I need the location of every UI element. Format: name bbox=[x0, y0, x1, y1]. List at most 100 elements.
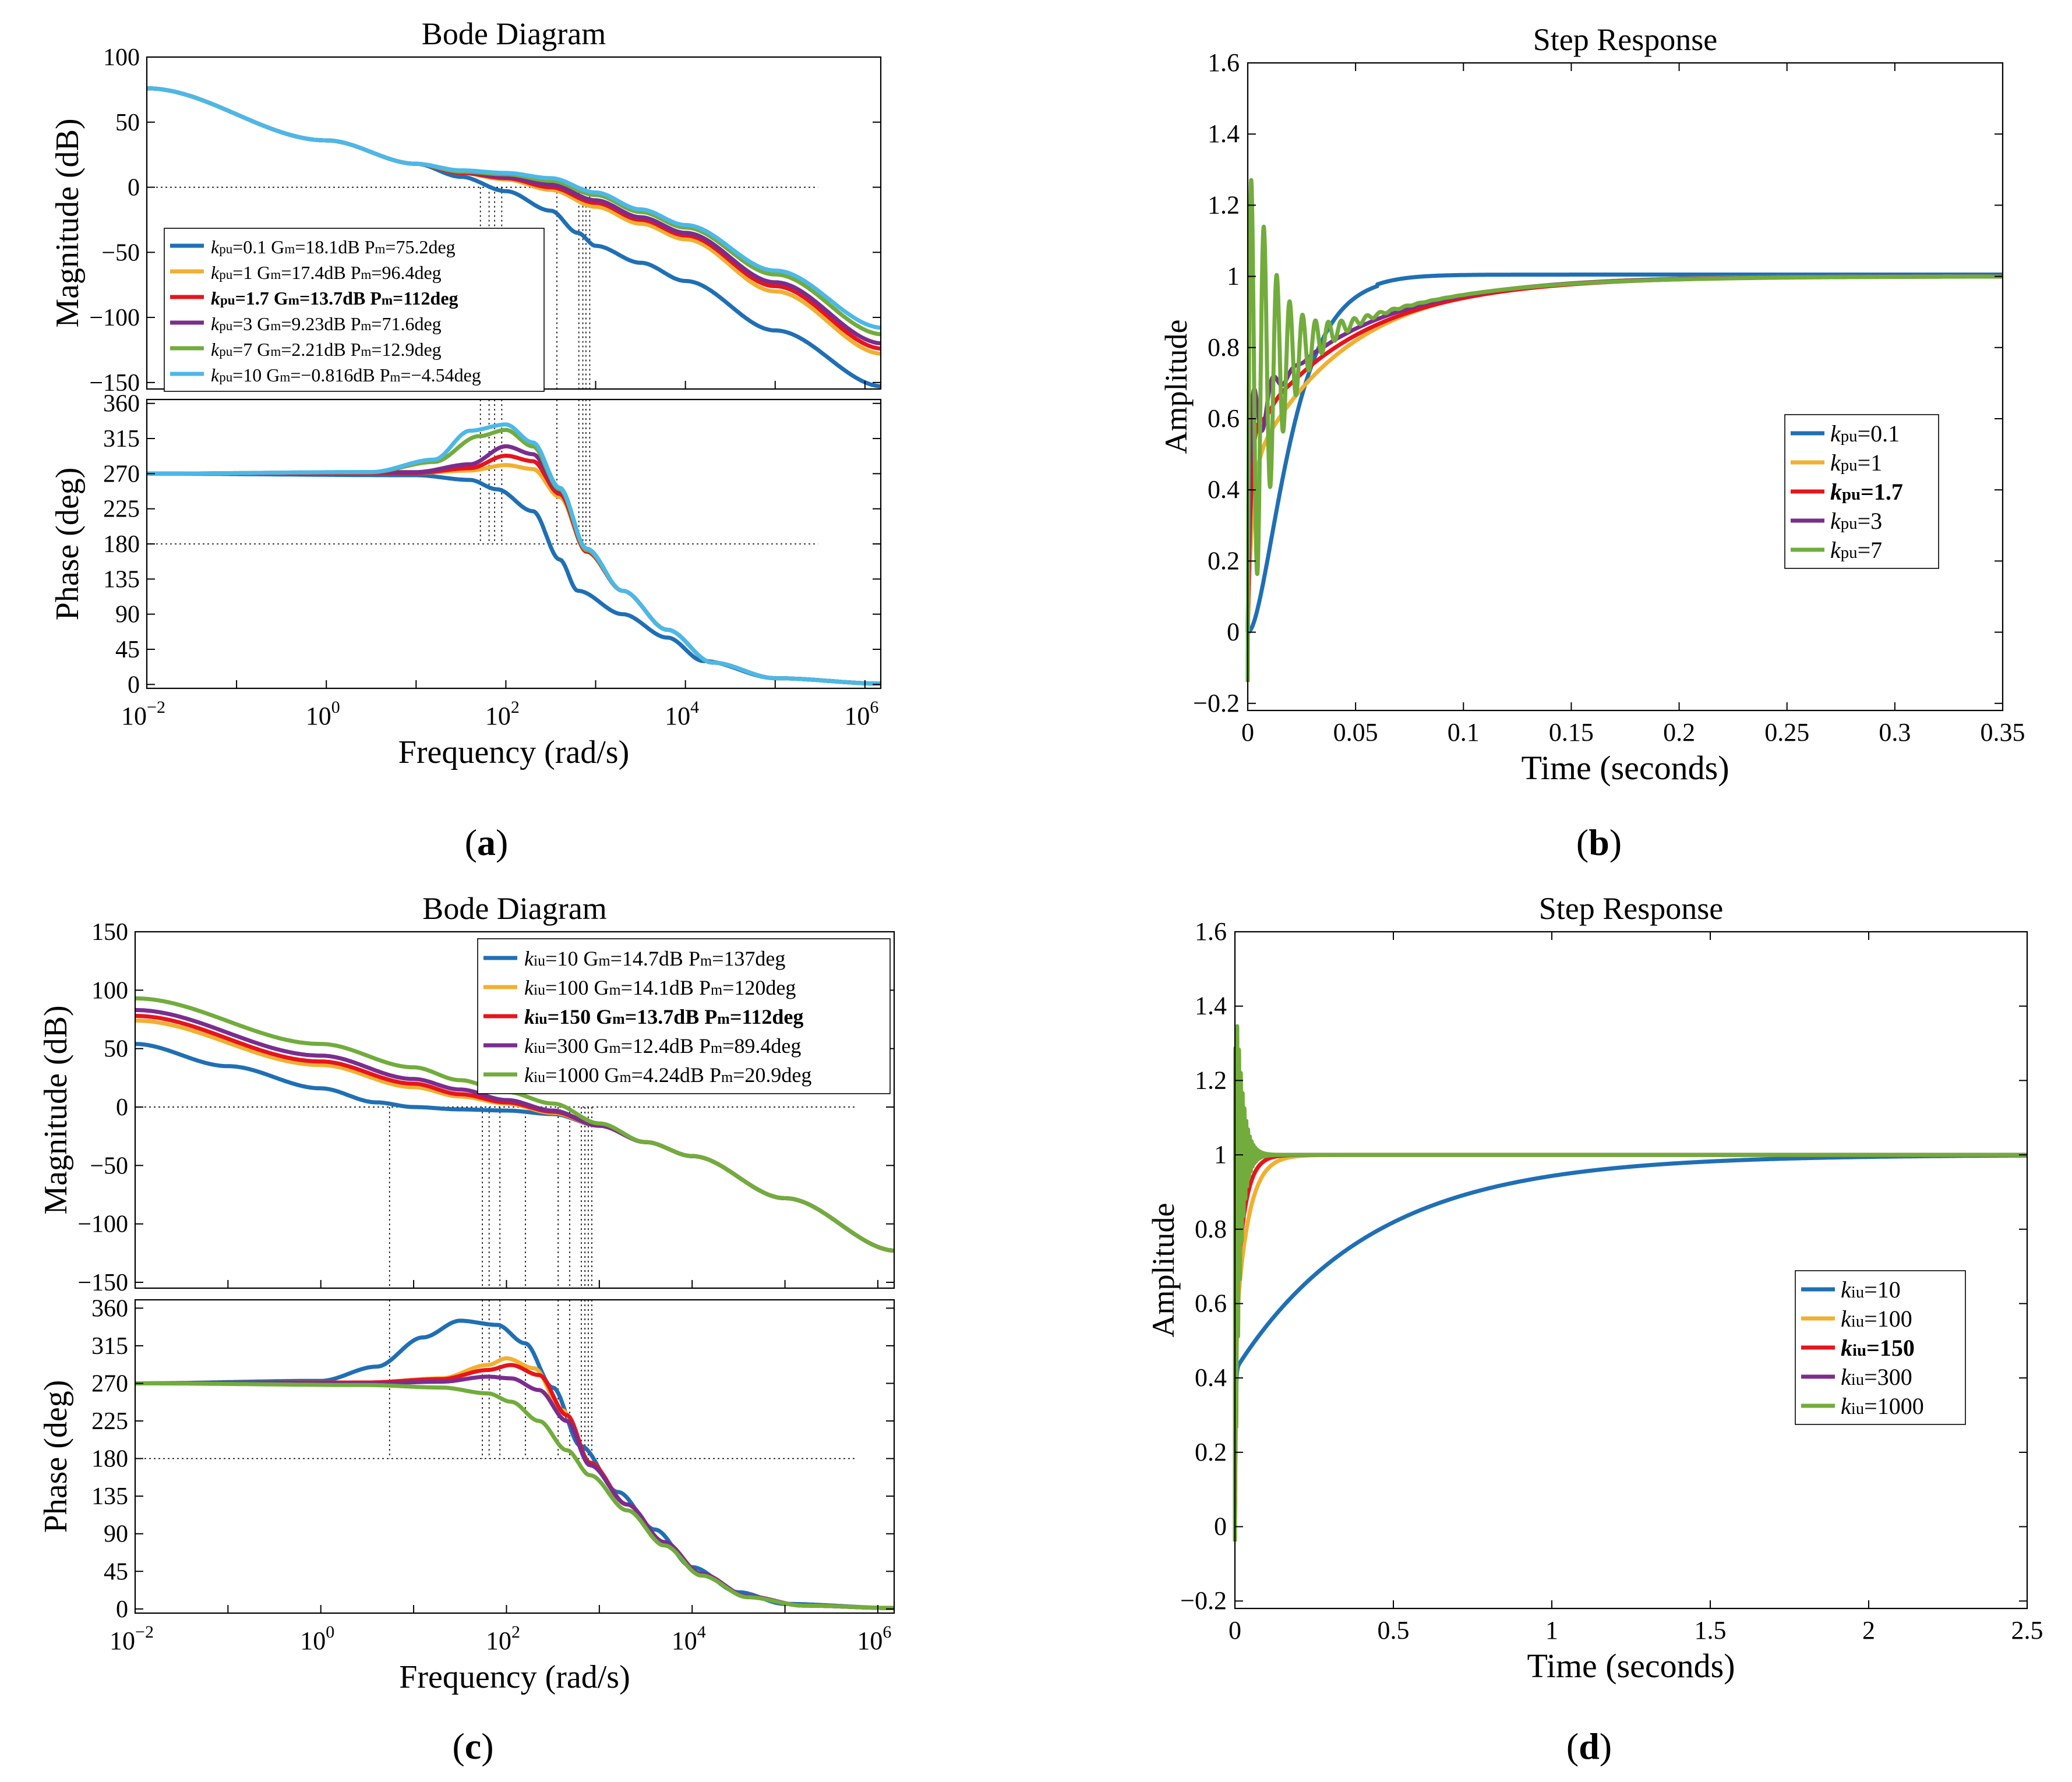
legend-entry-b-2: kpu=1.7 bbox=[1830, 479, 1903, 505]
legend-pm-sub-c-4: m bbox=[721, 1069, 733, 1086]
mag-ytick-label-c-5: −100 bbox=[77, 1211, 128, 1238]
legend-k-val-d-4: =1000 bbox=[1864, 1393, 1924, 1419]
legend-gm-sub-a-1: m bbox=[270, 267, 281, 282]
legend-gm-sub-a-2: m bbox=[288, 292, 299, 307]
xtick-label-d-0: 0 bbox=[1229, 1616, 1241, 1645]
legend-pm-c-3: P bbox=[694, 1034, 711, 1058]
ytick-label-b-2: 0.2 bbox=[1208, 546, 1240, 575]
xtick-label-base-c-4: 10 bbox=[857, 1627, 883, 1655]
panel-a-bode: Bode Diagram100500−50−100−15036031527022… bbox=[50, 16, 882, 770]
phase-ytick-label-a-0: 360 bbox=[103, 391, 140, 418]
xtick-label-exp-a-2: 2 bbox=[511, 698, 520, 717]
panel-label-c-letter: c bbox=[465, 1726, 481, 1767]
legend-k-a-3: k bbox=[211, 313, 220, 334]
legend-gm-sub-c-2: m bbox=[612, 1010, 625, 1027]
legend-k-c-2: k bbox=[524, 1005, 535, 1028]
legend-k-sub-a-0: pu bbox=[219, 241, 233, 256]
mag-ytick-label-a-5: −150 bbox=[89, 370, 140, 397]
xtick-label-base-c-0: 10 bbox=[110, 1627, 135, 1655]
legend-k-a-5: k bbox=[211, 365, 220, 386]
legend-gm-a-5: G bbox=[262, 365, 280, 386]
step-line-d-4 bbox=[1233, 1024, 2029, 1542]
legend-k-val-a-2: =1.7 bbox=[235, 288, 269, 309]
ytick-label-d-7: 1.2 bbox=[1195, 1066, 1227, 1094]
mag-ytick-label-c-2: 50 bbox=[104, 1036, 128, 1063]
legend-gm-val-a-3: =9.23dB bbox=[281, 313, 345, 334]
panel-d-step: Step Response−0.200.20.40.60.811.21.41.6… bbox=[1146, 891, 2043, 1685]
legend-gm-sub-c-4: m bbox=[619, 1069, 631, 1086]
legend-pm-a-5: P bbox=[375, 365, 390, 386]
legend-pm-val-c-3: =89.4deg bbox=[722, 1034, 801, 1058]
legend-k-val-b-2: =1.7 bbox=[1861, 479, 1903, 505]
legend-pm-val-c-1: =120deg bbox=[722, 976, 796, 999]
legend-k-c-3: k bbox=[524, 1034, 534, 1058]
legend-entry-c-1: kiu=100 Gm=14.1dB Pm=120deg bbox=[524, 976, 796, 999]
legend-gm-val-a-2: =13.7dB bbox=[299, 288, 365, 309]
legend-pm-a-0: P bbox=[360, 236, 375, 257]
xtick-label-exp-a-1: 0 bbox=[331, 698, 340, 717]
phase-y-axis-label-a: Phase (deg) bbox=[50, 468, 86, 621]
legend-k-a-4: k bbox=[211, 339, 220, 360]
xtick-label-base-a-4: 10 bbox=[844, 702, 870, 730]
legend-k-sub-a-3: pu bbox=[219, 318, 233, 333]
legend-k-val-d-3: =300 bbox=[1864, 1364, 1912, 1390]
legend-k-sub-a-1: pu bbox=[219, 267, 233, 282]
phase-ytick-label-a-5: 135 bbox=[103, 566, 140, 593]
legend-gm-a-4: G bbox=[252, 339, 270, 360]
legend-k-sub-d-3: iu bbox=[1851, 1370, 1864, 1389]
legend-pm-a-1: P bbox=[346, 262, 361, 283]
ytick-label-b-5: 0.8 bbox=[1208, 333, 1240, 362]
panel-label-d: (d) bbox=[1566, 1726, 1612, 1767]
ytick-label-d-4: 0.6 bbox=[1195, 1289, 1227, 1317]
xtick-label-c-3: 104 bbox=[672, 1622, 706, 1655]
legend-pm-a-2: P bbox=[365, 288, 382, 309]
legend-k-val-c-2: =150 bbox=[548, 1005, 591, 1028]
legend-k-sub-b-2: pu bbox=[1842, 485, 1861, 504]
legend-k-sub-a-4: pu bbox=[219, 344, 233, 359]
ytick-label-d-8: 1.4 bbox=[1195, 992, 1227, 1020]
xtick-label-base-c-2: 10 bbox=[486, 1627, 511, 1655]
phase-ytick-label-c-2: 270 bbox=[91, 1370, 128, 1397]
legend-pm-c-4: P bbox=[704, 1063, 721, 1087]
phase-ytick-label-a-6: 90 bbox=[115, 602, 140, 628]
plot-frame-d bbox=[1234, 931, 2028, 1610]
ytick-label-d-3: 0.4 bbox=[1195, 1363, 1227, 1392]
legend-entry-a-0: kpu=0.1 Gm=18.1dB Pm=75.2deg bbox=[211, 236, 456, 257]
legend-k-sub-d-4: iu bbox=[1851, 1399, 1864, 1418]
x-axis-label-d: Time (seconds) bbox=[1527, 1647, 1735, 1685]
xtick-label-c-0: 10−2 bbox=[110, 1622, 154, 1655]
legend-k-sub-c-3: iu bbox=[534, 1040, 545, 1056]
legend-k-sub-d-1: iu bbox=[1851, 1312, 1864, 1331]
legend-entry-b-4: kpu=7 bbox=[1830, 537, 1882, 563]
xtick-label-c-4: 106 bbox=[857, 1622, 891, 1655]
legend-pm-sub-a-4: m bbox=[361, 344, 372, 359]
ytick-label-b-8: 1.4 bbox=[1208, 119, 1240, 148]
legend-gm-val-c-4: =4.24dB bbox=[631, 1063, 704, 1087]
legend-entry-b-3: kpu=3 bbox=[1830, 508, 1882, 534]
panel-label-b-letter: b bbox=[1589, 822, 1609, 863]
phase-ytick-label-a-8: 0 bbox=[128, 671, 140, 698]
panel-c-bode: Bode Diagram150100500−50−100−15036031527… bbox=[38, 891, 895, 1695]
legend-gm-sub-c-0: m bbox=[598, 952, 610, 969]
legend-k-b-1: k bbox=[1830, 450, 1841, 476]
ytick-label-b-4: 0.6 bbox=[1208, 404, 1240, 433]
legend-k-c-4: k bbox=[524, 1063, 534, 1087]
ytick-label-b-1: 0 bbox=[1227, 618, 1240, 646]
legend-gm-a-3: G bbox=[252, 313, 270, 334]
chart-title-c: Bode Diagram bbox=[422, 891, 606, 926]
ytick-label-d-9: 1.6 bbox=[1195, 917, 1227, 946]
phase-ytick-label-c-6: 90 bbox=[104, 1521, 128, 1548]
xtick-label-d-3: 1.5 bbox=[1695, 1616, 1727, 1645]
xtick-label-d-5: 2.5 bbox=[2011, 1616, 2043, 1645]
magnitude-frame-c bbox=[134, 931, 895, 1289]
legend-pm-sub-a-2: m bbox=[382, 292, 393, 307]
phase-ytick-label-c-8: 0 bbox=[116, 1596, 128, 1623]
legend-k-val-d-0: =10 bbox=[1864, 1277, 1901, 1303]
ytick-label-d-6: 1 bbox=[1214, 1140, 1227, 1169]
y-axis-label-d: Amplitude bbox=[1146, 1203, 1181, 1338]
legend-k-val-b-1: =1 bbox=[1858, 450, 1883, 476]
xtick-label-exp-c-2: 2 bbox=[511, 1622, 520, 1642]
chart-title-b: Step Response bbox=[1533, 22, 1718, 57]
mag-ytick-label-a-1: 50 bbox=[115, 109, 140, 136]
